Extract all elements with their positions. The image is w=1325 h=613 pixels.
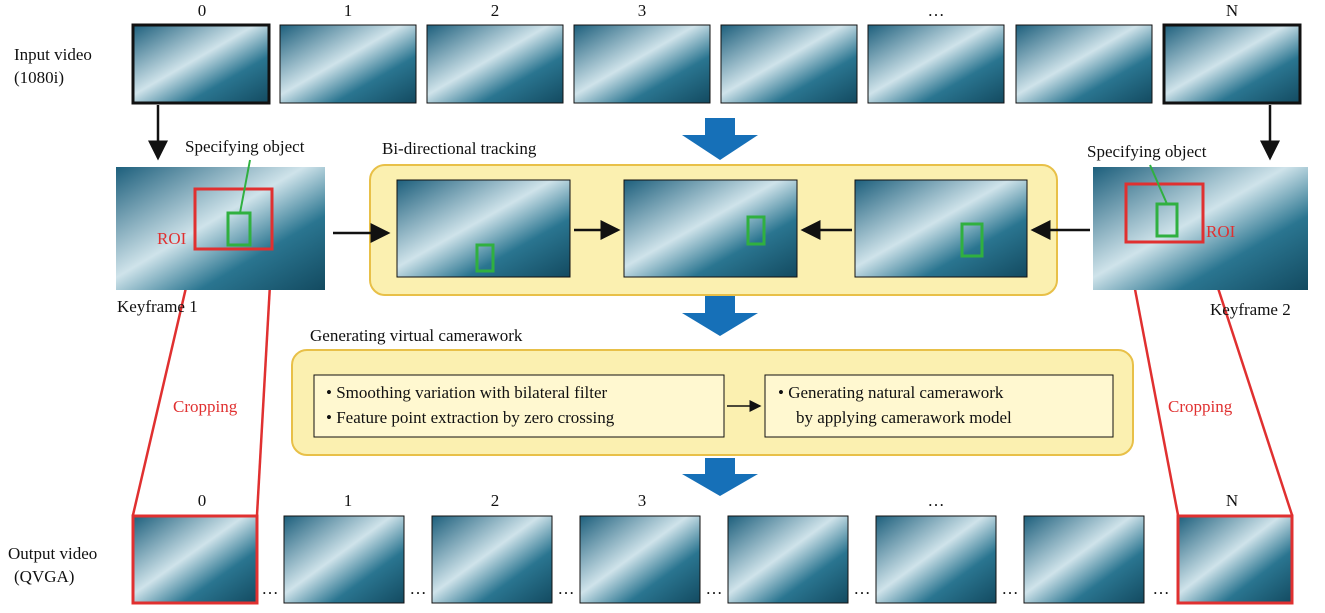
blue-arrow (682, 458, 758, 496)
frame-label: 1 (344, 491, 353, 510)
input-frame (574, 25, 710, 103)
separator: … (1153, 579, 1170, 598)
camerawork-title: Generating virtual camerawork (310, 326, 523, 345)
output-frame (728, 516, 848, 603)
separator: … (854, 579, 871, 598)
specifying-label: Specifying object (1087, 142, 1207, 161)
roi-label: ROI (1206, 222, 1236, 241)
output-frame (432, 516, 552, 603)
diagram: Input video (1080i) Output video (QVGA) … (0, 0, 1325, 608)
input-frame (427, 25, 563, 103)
tracking-frame (397, 180, 570, 277)
input-frame (868, 25, 1004, 103)
keyframe-image (116, 167, 325, 290)
blue-arrow (682, 118, 758, 160)
cropping-label: Cropping (173, 397, 238, 416)
process-text: • Feature point extraction by zero cross… (326, 408, 615, 427)
input-frame (1016, 25, 1152, 103)
input-label: (1080i) (14, 68, 64, 87)
frame-label: 3 (638, 1, 647, 20)
frame-label: … (928, 1, 945, 20)
input-frame (280, 25, 416, 103)
process-text: • Generating natural camerawork (778, 383, 1004, 402)
frame-label: 3 (638, 491, 647, 510)
tracking-frame (855, 180, 1027, 277)
separator: … (1002, 579, 1019, 598)
frame-label: 1 (344, 1, 353, 20)
frame-label: 2 (491, 1, 500, 20)
tracking-title: Bi-directional tracking (382, 139, 537, 158)
output-frame (133, 516, 257, 603)
output-label: Output video (8, 544, 97, 563)
separator: … (410, 579, 427, 598)
specifying-label: Specifying object (185, 137, 305, 156)
roi-label: ROI (157, 229, 187, 248)
output-frame (876, 516, 996, 603)
output-frame (1178, 516, 1292, 603)
input-frame (721, 25, 857, 103)
process-text: by applying camerawork model (796, 408, 1012, 427)
keyframe-label: Keyframe 1 (117, 297, 198, 316)
frame-label: 0 (198, 491, 207, 510)
input-frame (133, 25, 269, 103)
frame-label: 0 (198, 1, 207, 20)
keyframe-label: Keyframe 2 (1210, 300, 1291, 319)
process-text: • Smoothing variation with bilateral fil… (326, 383, 608, 402)
output-frame (1024, 516, 1144, 603)
output-frame (580, 516, 700, 603)
input-frame (1164, 25, 1300, 103)
output-frame (284, 516, 404, 603)
separator: … (262, 579, 279, 598)
frame-label: 2 (491, 491, 500, 510)
separator: … (706, 579, 723, 598)
separator: … (558, 579, 575, 598)
frame-label: N (1226, 1, 1238, 20)
blue-arrow (682, 296, 758, 336)
labels: Input video (1080i) Output video (QVGA) (8, 45, 97, 586)
frame-label: N (1226, 491, 1238, 510)
output-label: (QVGA) (14, 567, 74, 586)
frame-label: … (928, 491, 945, 510)
tracking-frame (624, 180, 797, 277)
input-label: Input video (14, 45, 92, 64)
cropping-label: Cropping (1168, 397, 1233, 416)
